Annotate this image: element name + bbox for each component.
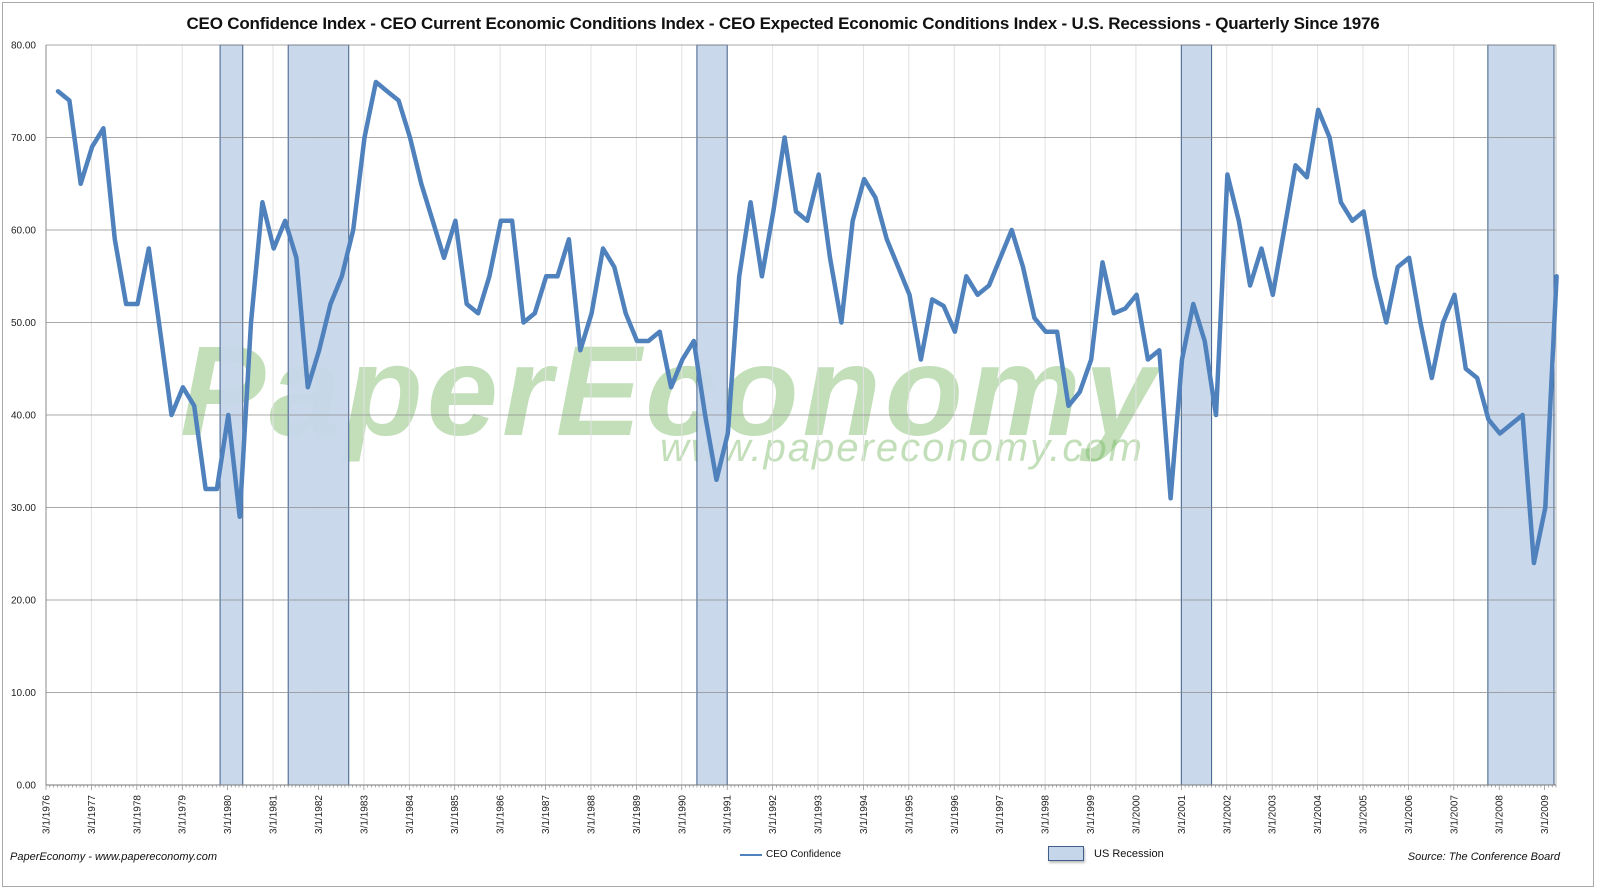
watermark-url: www.papereconomy.com: [660, 426, 1144, 470]
x-tick-label: 3/1/1977: [87, 795, 98, 834]
x-tick-label: 3/1/1990: [677, 795, 688, 834]
x-axis: 3/1/1976 3/1/1977 3/1/1978 3/1/1979 3/1/1980…: [42, 784, 1557, 834]
y-tick-label: 20.00: [11, 596, 36, 607]
x-tick-label: 3/1/2000: [1131, 795, 1142, 834]
legend-item-ceo-confidence: CEO Confidence: [740, 849, 841, 860]
x-tick-label: 3/1/1988: [586, 795, 597, 834]
y-tick-label: 70.00: [11, 133, 36, 144]
x-tick-label: 3/1/2003: [1268, 795, 1279, 834]
y-tick-label: 50.00: [11, 318, 36, 329]
x-tick-label: 3/1/1994: [859, 795, 870, 834]
x-tick-label: 3/1/1978: [132, 795, 143, 834]
x-tick-label: 3/1/1998: [1041, 795, 1052, 834]
legend-box-swatch: [1048, 846, 1084, 861]
x-tick-label: 3/1/1999: [1086, 795, 1097, 834]
legend-line-swatch: [740, 853, 762, 856]
x-tick-label: 3/1/1991: [723, 795, 734, 834]
x-tick-label: 3/1/1992: [768, 795, 779, 834]
legend-label: CEO Confidence: [766, 849, 842, 860]
x-tick-label: 3/1/2008: [1495, 795, 1506, 834]
x-tick-label: 3/1/1987: [541, 795, 552, 834]
x-tick-label: 3/1/1982: [314, 795, 325, 834]
ceo-confidence-line: [55, 79, 1559, 566]
x-tick-label: 3/1/1996: [950, 795, 961, 834]
source-note: Source: The Conference Board: [1407, 851, 1560, 863]
x-tick-label: 3/1/1993: [814, 795, 825, 834]
x-tick-label: 3/1/1983: [359, 795, 370, 834]
y-tick-label: 0.00: [17, 781, 37, 792]
horizontal-gridlines: [46, 44, 1556, 693]
x-tick-label: 3/1/1997: [995, 795, 1006, 834]
legend-label: US Recession: [1094, 847, 1164, 860]
y-tick-label: 60.00: [11, 226, 36, 237]
x-tick-label: 3/1/1984: [405, 795, 416, 834]
y-tick-label: 80.00: [11, 41, 36, 52]
x-tick-label: 3/1/2002: [1222, 795, 1233, 834]
x-tick-label: 3/1/2006: [1404, 795, 1415, 834]
x-tick-label: 3/1/1995: [904, 795, 915, 834]
chart-title: CEO Confidence Index - CEO Current Econo…: [186, 14, 1380, 33]
x-tick-label: 3/1/1979: [178, 795, 189, 834]
x-tick-label: 3/1/2001: [1177, 795, 1188, 834]
x-tick-label: 3/1/2004: [1313, 795, 1324, 834]
y-tick-label: 30.00: [11, 503, 36, 514]
y-tick-label: 40.00: [11, 411, 36, 422]
x-tick-label: 3/1/1976: [42, 795, 53, 834]
y-axis: 0.00 10.00 20.00 30.00 40.00 50.00 60.00 70.00 8…: [11, 41, 1557, 792]
x-tick-label: 3/1/2005: [1358, 795, 1369, 834]
x-tick-label: 3/1/1981: [269, 795, 280, 834]
x-tick-label: 3/1/1985: [450, 795, 461, 834]
x-tick-label: 3/1/1989: [632, 795, 643, 834]
y-tick-label: 10.00: [11, 688, 36, 699]
legend-item-us-recession: US Recession: [1048, 846, 1164, 861]
x-tick-label: 3/1/2009: [1540, 795, 1551, 834]
footer-credit: PaperEconomy - www.papereconomy.com: [10, 851, 218, 863]
x-tick-label: 3/1/1986: [496, 795, 507, 834]
x-tick-label: 3/1/1980: [223, 795, 234, 834]
x-tick-label: 3/1/2007: [1449, 795, 1460, 834]
